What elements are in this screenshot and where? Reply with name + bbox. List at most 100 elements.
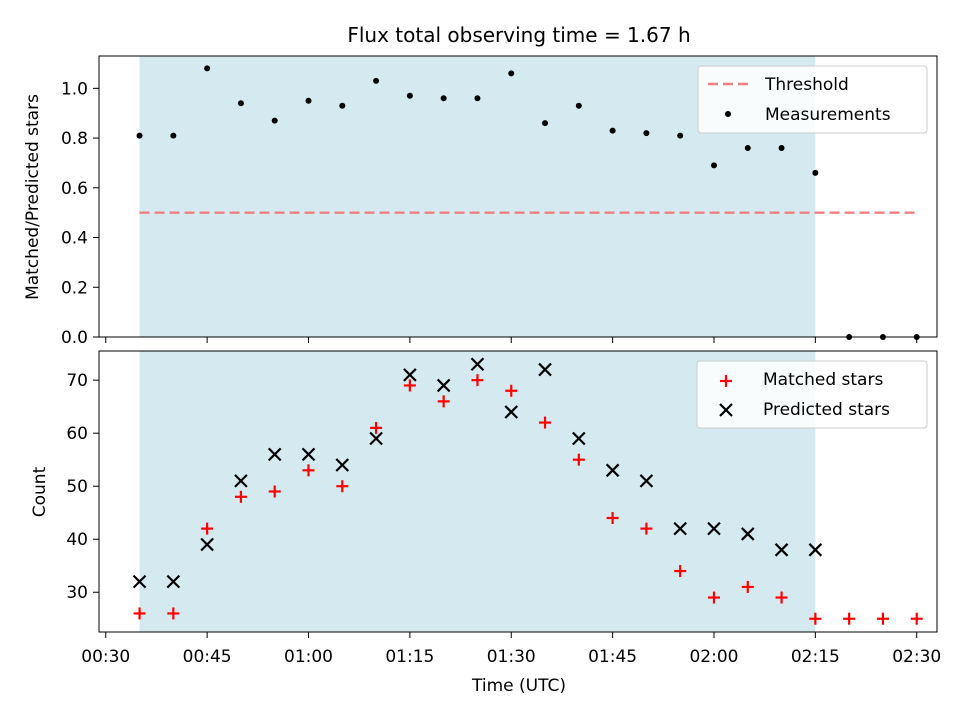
matched-star-point — [741, 580, 754, 593]
measurement-point — [474, 95, 481, 102]
predicted-star-point — [436, 378, 451, 393]
matched-star-point — [471, 374, 484, 387]
legend-predicted-swatch — [719, 403, 733, 417]
matched-star-point — [809, 612, 822, 625]
predicted-star-point — [572, 431, 586, 446]
measurement-point — [812, 169, 819, 176]
matched-star-point — [539, 416, 552, 429]
bottom-y-axis-label: Count — [30, 466, 50, 517]
measurement-point — [744, 145, 751, 152]
measurement-point — [339, 102, 346, 109]
x-tick-label: 02:15 — [791, 647, 840, 667]
bottom-y-tick-label: 60 — [66, 424, 88, 444]
legend-matched-swatch — [720, 375, 732, 387]
measurement-point — [406, 92, 413, 99]
x-tick-label: 02:30 — [892, 647, 941, 667]
bottom-legend-box — [696, 360, 928, 429]
legend-predicted-label: Predicted stars — [763, 400, 890, 420]
bottom-y-ticks: 30 40 50 60 70 — [66, 371, 99, 603]
bottom-panel: 30 40 50 60 70 00:30 00:45 01:00 01:15 01:30 01:4… — [30, 350, 941, 696]
x-tick-label: 01:45 — [588, 647, 637, 667]
predicted-star-point — [808, 543, 823, 557]
matched-star-point — [370, 421, 383, 434]
matched-star-point — [775, 591, 788, 604]
measurement-point — [710, 162, 717, 169]
bottom-y-tick-label: 30 — [66, 583, 88, 603]
predicted-star-point — [166, 574, 181, 589]
bottom-x-ticks: 00:30 00:45 01:00 01:15 01:30 01:45 02:00 02:15… — [81, 632, 941, 667]
predicted-star-point — [267, 447, 282, 462]
measurement-point — [575, 102, 582, 109]
measurement-point — [643, 130, 650, 137]
predicted-star-point — [538, 362, 552, 377]
measurement-point — [305, 97, 312, 104]
predicted-star-point — [504, 405, 519, 419]
top-axes-frame — [98, 55, 938, 338]
matched-star-point — [403, 379, 416, 392]
measurement-point — [237, 100, 244, 107]
predicted-star-point — [639, 474, 654, 488]
measurement-point — [440, 95, 447, 102]
x-tick-label: 01:00 — [284, 647, 333, 667]
legend-measurements-swatch — [725, 111, 731, 117]
predicted-star-point — [200, 537, 214, 552]
measurement-point — [136, 132, 143, 139]
matched-star-point — [167, 607, 180, 620]
x-tick-label: 02:00 — [689, 647, 738, 667]
top-legend-box — [697, 65, 928, 134]
top-y-ticks: 0.0 0.2 0.4 0.6 0.8 1.0 — [61, 79, 99, 348]
predicted-star-point — [234, 474, 248, 488]
bottom-y-tick-label: 70 — [66, 371, 88, 391]
predicted-star-point — [740, 527, 755, 541]
bottom-y-tick-label: 50 — [66, 477, 88, 497]
bottom-y-tick-label: 40 — [66, 530, 88, 550]
matched-star-point — [336, 480, 349, 493]
measurement-point — [373, 77, 380, 84]
top-y-tick-label: 0.4 — [61, 229, 88, 249]
predicted-star-point — [403, 368, 417, 382]
matched-star-point — [707, 591, 720, 604]
top-y-tick-label: 1.0 — [61, 79, 88, 99]
matched-star-point — [505, 384, 518, 397]
matched-star-point — [572, 453, 585, 466]
top-y-tick-label: 0.0 — [61, 328, 88, 348]
top-x-ticks — [105, 337, 918, 343]
legend-matched-label: Matched stars — [763, 370, 883, 390]
predicted-star-point — [605, 463, 620, 478]
matched-star-point — [133, 607, 146, 620]
top-y-axis-label: Matched/Predicted stars — [23, 94, 43, 300]
bottom-legend: Matched stars Predicted stars — [696, 360, 928, 429]
measurement-point — [542, 120, 549, 127]
measurement-point — [170, 132, 177, 139]
measurement-point — [271, 117, 278, 124]
measurement-point — [508, 70, 515, 77]
x-tick-label: 00:45 — [183, 647, 232, 667]
matched-star-point — [843, 612, 856, 625]
count-points — [132, 357, 923, 625]
x-tick-label: 00:30 — [81, 647, 130, 667]
top-y-tick-label: 0.8 — [61, 129, 88, 149]
top-panel: 0.0 0.2 0.4 0.6 0.8 1.0 Matched/Predicted sta… — [23, 55, 938, 348]
predicted-star-point — [774, 543, 789, 557]
measurement-point — [204, 65, 211, 72]
x-tick-label: 01:30 — [487, 647, 536, 667]
matched-star-point — [437, 395, 450, 408]
predicted-star-point — [132, 574, 147, 589]
matched-star-point — [201, 522, 214, 535]
predicted-star-point — [707, 521, 721, 536]
matched-star-point — [302, 464, 315, 477]
x-tick-label: 01:15 — [385, 647, 434, 667]
matched-star-point — [876, 612, 889, 625]
legend-threshold-label: Threshold — [764, 75, 849, 95]
measurement-point — [609, 127, 616, 134]
legend-measurements-label: Measurements — [765, 105, 891, 125]
top-legend: Threshold Measurements — [697, 65, 928, 134]
chart-title: Flux total observing time = 1.67 h — [347, 23, 690, 47]
predicted-star-point — [369, 431, 383, 446]
predicted-star-point — [301, 447, 316, 462]
predicted-star-point — [673, 521, 687, 536]
measurement-point — [778, 145, 785, 152]
matched-star-point — [268, 485, 281, 498]
matched-star-point — [910, 612, 923, 625]
